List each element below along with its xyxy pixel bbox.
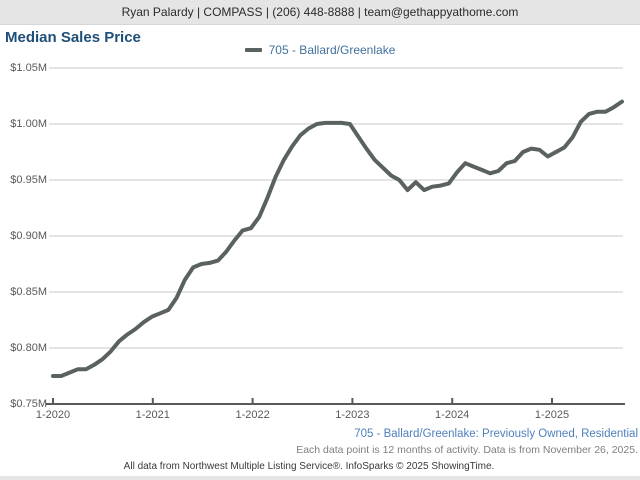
y-axis-label: $0.80M — [10, 342, 47, 354]
x-axis-label: 1-2023 — [335, 409, 370, 421]
y-axis-label: $0.85M — [10, 286, 47, 298]
x-axis-label: 1-2022 — [235, 409, 270, 421]
chart-legend: 705 - Ballard/Greenlake — [0, 42, 640, 58]
x-axis-label: 1-2020 — [35, 409, 71, 421]
page-title: Median Sales Price — [5, 29, 141, 46]
legend-series-label: 705 - Ballard/Greenlake — [268, 43, 396, 57]
y-axis-label: $0.75M — [10, 398, 47, 410]
y-axis-label: $1.00M — [10, 118, 47, 130]
bottom-gray-bar — [0, 476, 640, 480]
footer-attribution: All data from Northwest Multiple Listing… — [123, 461, 495, 472]
footer-data-note: Each data point is 12 months of activity… — [296, 444, 638, 456]
legend-line-swatch — [244, 48, 262, 52]
x-axis-label: 1-2024 — [435, 409, 470, 421]
footer-series-caption: 705 - Ballard/Greenlake: Previously Owne… — [354, 428, 638, 440]
series-line-705-ballard-greenlake — [51, 99, 624, 378]
y-axis-label: $0.95M — [10, 174, 47, 186]
contact-header-bar: Ryan Palardy | COMPASS | (206) 448-8888 … — [0, 0, 640, 25]
y-axis-label: $1.05M — [10, 62, 47, 74]
x-axis-label: 1-2025 — [534, 409, 570, 421]
y-axis-label: $0.90M — [10, 230, 47, 242]
contact-info-text: Ryan Palardy | COMPASS | (206) 448-8888 … — [121, 5, 519, 19]
x-axis-label: 1-2021 — [135, 409, 170, 421]
